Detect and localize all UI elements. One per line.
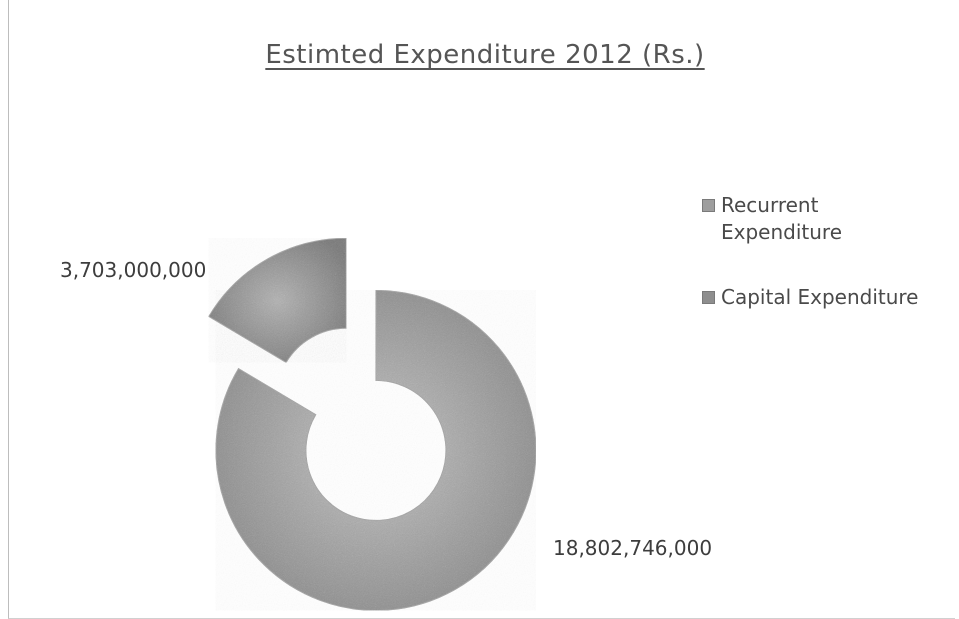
chart-legend: Recurrent Expenditure Capital Expenditur… xyxy=(702,192,952,349)
slice-capital xyxy=(208,237,347,364)
slice-recurrent xyxy=(215,289,537,611)
chart-title: Estimted Expenditure 2012 (Rs.) xyxy=(265,40,705,70)
legend-label-capital: Capital Expenditure xyxy=(721,285,919,309)
legend-swatch-recurrent xyxy=(702,199,715,212)
legend-label-recurrent: Recurrent Expenditure xyxy=(721,193,843,244)
data-label-recurrent: 18,802,746,000 xyxy=(553,536,713,560)
legend-item-recurrent: Recurrent Expenditure xyxy=(702,192,952,246)
data-label-capital: 3,703,000,000 xyxy=(60,258,207,282)
legend-swatch-capital xyxy=(702,291,715,304)
legend-item-capital: Capital Expenditure xyxy=(702,284,952,311)
